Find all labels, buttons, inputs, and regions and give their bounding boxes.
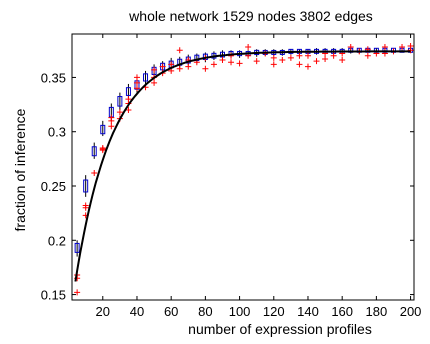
plus-marker — [151, 66, 158, 73]
plus-marker — [270, 54, 277, 61]
plus-marker — [339, 57, 346, 64]
plus-marker — [228, 59, 235, 66]
plus-marker — [176, 47, 183, 54]
plus-marker — [125, 107, 132, 113]
box-marker — [117, 96, 123, 107]
y-tick-label: 0.15 — [41, 288, 66, 303]
chart-title: whole network 1529 nodes 3802 edges — [128, 8, 373, 24]
plus-marker — [330, 52, 337, 59]
box-marker — [100, 124, 106, 135]
x-tick-label: 20 — [96, 304, 110, 319]
x-tick-label: 160 — [331, 304, 353, 319]
y-axis-label: fraction of inference — [12, 108, 28, 231]
plus-marker — [364, 52, 371, 59]
plus-marker — [133, 85, 140, 92]
x-tick-label: 120 — [263, 304, 285, 319]
plus-marker — [270, 61, 277, 68]
plus-marker — [347, 44, 354, 51]
plus-marker — [116, 109, 123, 116]
x-tick-label: 140 — [297, 304, 319, 319]
x-tick-label: 200 — [400, 304, 422, 319]
plus-marker — [125, 96, 132, 103]
box-marker — [91, 146, 97, 157]
plus-marker — [82, 202, 89, 209]
plus-marker — [202, 65, 209, 72]
plus-marker — [322, 55, 329, 62]
plus-marker — [381, 44, 388, 51]
plus-marker — [108, 123, 115, 130]
plus-marker — [253, 58, 260, 65]
plus-marker — [108, 114, 115, 121]
x-tick-label: 40 — [130, 304, 144, 319]
x-tick-label: 180 — [366, 304, 388, 319]
plus-marker — [159, 63, 166, 70]
plus-marker — [245, 44, 252, 51]
y-tick-label: 0.2 — [48, 233, 66, 248]
plus-marker — [407, 42, 414, 49]
plus-marker — [399, 44, 406, 51]
box-marker — [83, 179, 89, 193]
plus-marker — [219, 57, 226, 64]
box-marker — [74, 242, 80, 253]
plus-marker — [168, 61, 175, 68]
y-tick-label: 0.25 — [41, 179, 66, 194]
plus-marker — [99, 146, 106, 153]
plus-marker — [133, 79, 140, 86]
plus-marker — [185, 63, 192, 70]
y-tick-label: 0.3 — [48, 125, 66, 140]
plus-marker — [313, 58, 320, 65]
plus-marker — [279, 57, 286, 64]
plus-marker — [176, 65, 183, 72]
y-tick-label: 0.35 — [41, 70, 66, 85]
x-tick-label: 60 — [164, 304, 178, 319]
x-tick-label: 80 — [198, 304, 212, 319]
box-marker — [143, 73, 149, 82]
plus-marker — [304, 52, 311, 59]
plus-marker — [296, 52, 303, 59]
x-tick-label: 100 — [229, 304, 251, 319]
box-marker — [125, 87, 131, 96]
plot-area: 20 40 60 80 100 120 140 160 180 200 0.15 0.2 0.25 0.3… — [41, 33, 422, 319]
x-axis-label: number of expression profiles — [188, 321, 372, 337]
plus-marker — [287, 54, 294, 61]
plus-marker — [304, 63, 311, 70]
plot-frame — [71, 33, 415, 301]
plus-marker — [133, 74, 140, 81]
plus-marker — [74, 289, 81, 296]
plus-marker — [151, 79, 158, 86]
plus-marker — [236, 60, 243, 67]
fit-curve — [74, 50, 411, 282]
plus-marker — [91, 169, 98, 176]
plus-marker — [210, 61, 217, 68]
plus-marker — [296, 61, 303, 68]
